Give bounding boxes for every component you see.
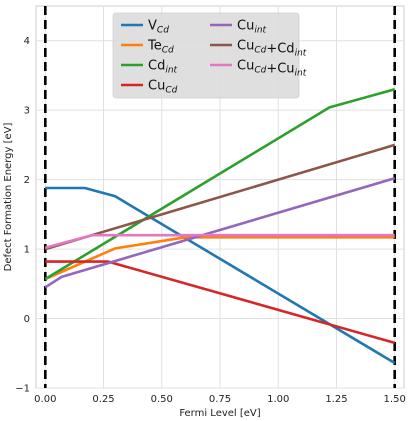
legend-label: VCd <box>148 19 169 36</box>
series-lines <box>44 88 396 365</box>
series-line-cu-cd-cu-int <box>44 233 395 249</box>
legend-label: Cdint <box>148 59 178 76</box>
vertical-dashed-lines <box>44 6 396 388</box>
legend-label: TeCd <box>147 39 174 56</box>
legend: VCd TeCd Cdint CuCd Cuint CuCd+CdintCuCd+Cuin… <box>112 12 307 99</box>
legend-label: CuCd <box>148 79 178 96</box>
x-axis-ticks: 0.00 0.25 0.50 0.75 1.00 1.25 1.50 <box>34 394 406 405</box>
series-line-te-cd <box>44 236 395 281</box>
series-line-cu-cd <box>45 260 396 345</box>
y-tick-label: 3 <box>24 106 30 117</box>
x-tick-label: 1.50 <box>384 394 406 405</box>
legend-label: CuCd+Cuint <box>237 59 307 79</box>
y-tick-label: 1 <box>24 245 30 256</box>
legend-label: CuCd+Cdint <box>237 39 307 59</box>
y-tick-label: −1 <box>15 384 30 395</box>
x-tick-label: 0.25 <box>92 394 114 405</box>
series-line-cu-int <box>44 176 396 289</box>
x-tick-label: 1.25 <box>325 394 347 405</box>
y-tick-label: 2 <box>24 175 30 186</box>
y-axis-label: Defect Formation Energy [eV] <box>3 123 14 272</box>
x-tick-label: 0.00 <box>34 394 56 405</box>
series-line-cu-cd-cd-int <box>44 143 396 251</box>
series-line-v-cd <box>45 186 396 365</box>
x-tick-label: 0.50 <box>151 394 173 405</box>
x-tick-label: 0.75 <box>209 394 231 405</box>
legend-box <box>112 12 300 99</box>
y-axis-ticks: −1 0 1 2 3 4 <box>15 36 30 394</box>
y-tick-label: 4 <box>24 36 30 47</box>
legend-label: Cuint <box>237 19 267 36</box>
x-axis-label: Fermi Level [eV] <box>179 408 260 419</box>
y-tick-label: 0 <box>24 314 30 325</box>
x-tick-label: 1.00 <box>267 394 289 405</box>
